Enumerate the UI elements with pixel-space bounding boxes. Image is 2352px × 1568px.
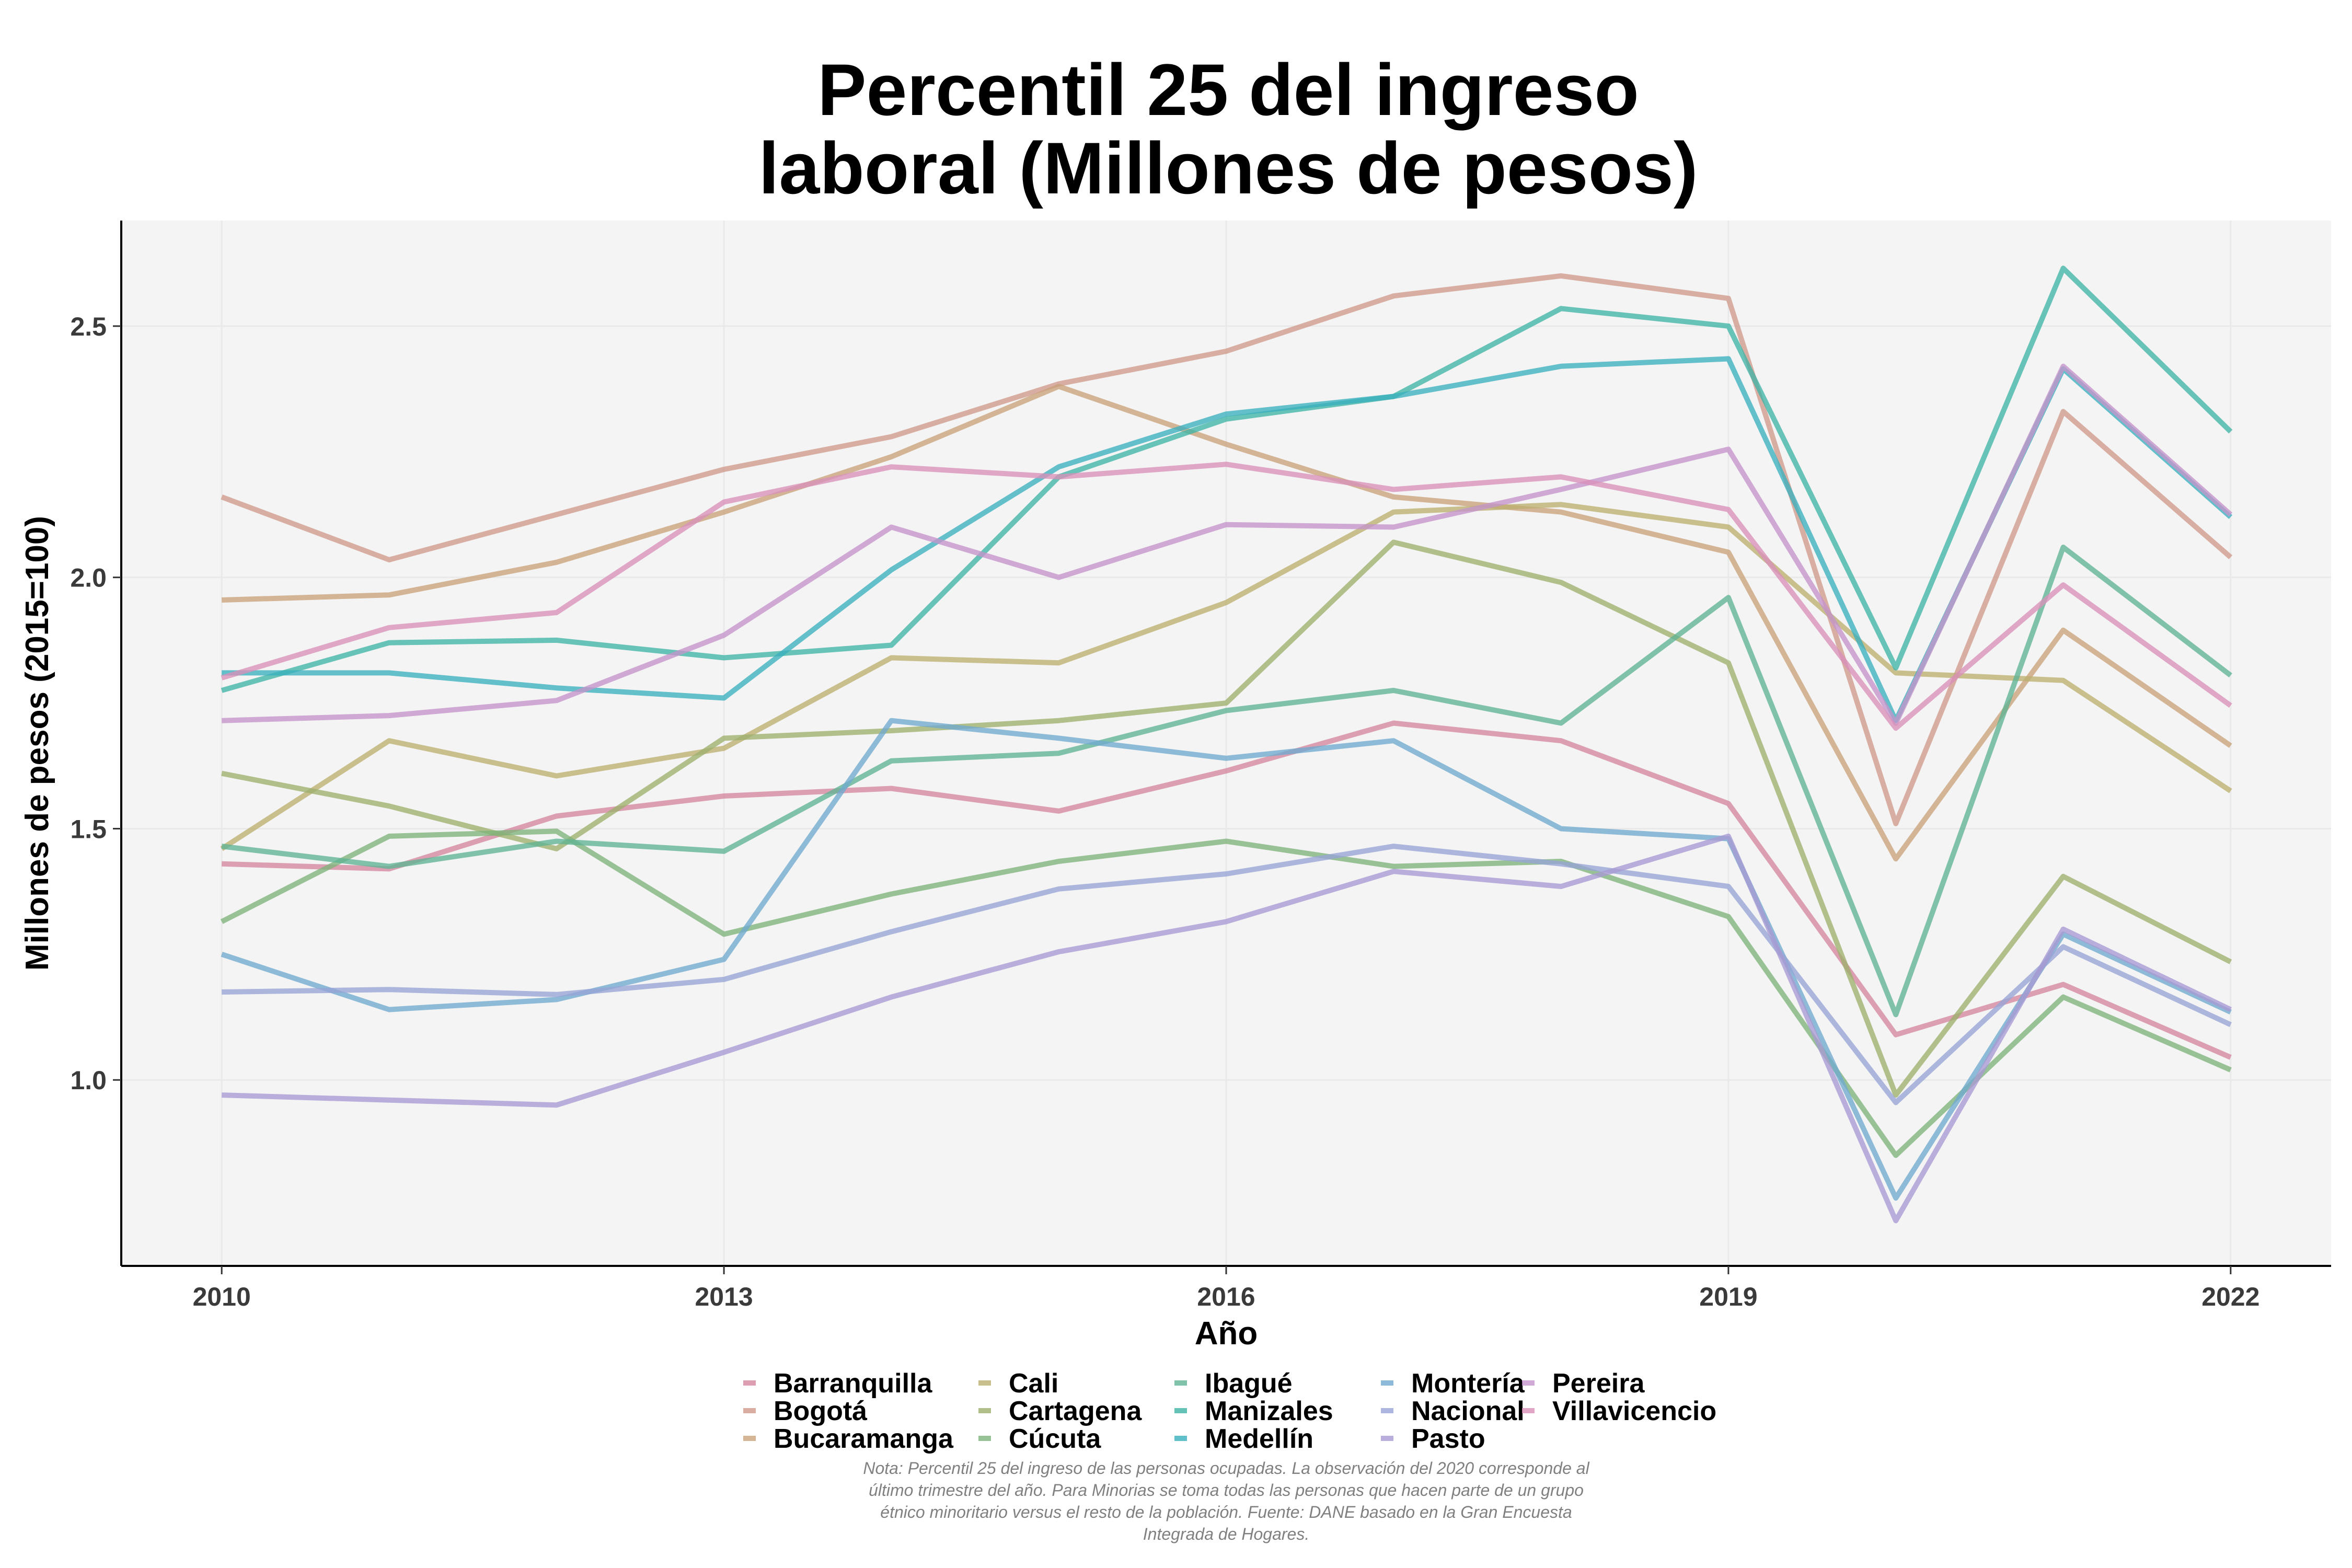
legend-label: Nacional <box>1411 1396 1525 1426</box>
legend-label: Cali <box>1009 1368 1058 1399</box>
legend-label: Bucaramanga <box>774 1424 954 1454</box>
chart-title-line-1: Percentil 25 del ingreso <box>817 49 1639 131</box>
y-tick-label: 1.5 <box>70 814 107 844</box>
y-axis-label: Millones de pesos (2015=100) <box>19 516 55 971</box>
legend-label: Pasto <box>1411 1424 1485 1454</box>
series-line-montería <box>221 718 2232 1201</box>
series-line-ibagué <box>221 545 2232 1018</box>
y-tick-label: 2.0 <box>70 563 107 593</box>
series-line-pereira <box>222 363 2233 726</box>
series-line-cartagena <box>221 539 2232 1098</box>
y-axis-ticks: 1.0 1.5 2.0 2.5 <box>70 312 121 1095</box>
series-line-bucaramanga <box>222 384 2232 862</box>
y-tick-label: 1.0 <box>70 1066 107 1095</box>
legend-label: Medellín <box>1205 1424 1313 1454</box>
series-lines <box>220 266 2233 1224</box>
note-line: Integrada de Hogares. <box>1143 1525 1309 1543</box>
legend-label: Ibagué <box>1205 1368 1293 1399</box>
series-line-pasto <box>222 833 2232 1224</box>
legend-label: Manizales <box>1205 1396 1333 1426</box>
x-tick-label: 2019 <box>1699 1282 1757 1311</box>
legend-label: Montería <box>1411 1368 1525 1399</box>
x-tick-label: 2016 <box>1197 1282 1255 1311</box>
x-axis-label: Año <box>1195 1316 1258 1352</box>
x-axis-ticks: 2010 2013 2016 2019 2022 <box>193 1266 2259 1311</box>
note-line: étnico minoritario versus el resto de la… <box>880 1503 1572 1521</box>
legend-label: Bogotá <box>774 1396 868 1426</box>
chart-title-line-2: laboral (Millones de pesos) <box>758 127 1698 209</box>
series-line-barranquilla <box>222 720 2232 1060</box>
note-line: Nota: Percentil 25 del ingreso de las pe… <box>863 1459 1589 1478</box>
series-line-manizales <box>221 266 2233 693</box>
series-line-bogotá <box>221 273 2233 826</box>
series-line-cali <box>220 502 2232 851</box>
series-line-villavicencio <box>221 462 2232 731</box>
legend-label: Pereira <box>1552 1368 1645 1399</box>
x-tick-label: 2022 <box>2201 1282 2259 1311</box>
legend-label: Villavicencio <box>1552 1396 1716 1426</box>
legend-label: Cúcuta <box>1009 1424 1101 1454</box>
legend-label: Cartagena <box>1009 1396 1142 1426</box>
y-tick-label: 2.5 <box>70 312 107 341</box>
legend-label: Barranquilla <box>774 1368 932 1399</box>
source-note: Nota: Percentil 25 del ingreso de las pe… <box>863 1459 1589 1543</box>
x-tick-label: 2013 <box>695 1282 753 1311</box>
series-line-cúcuta <box>220 828 2232 1158</box>
x-tick-label: 2010 <box>193 1282 251 1311</box>
series-line-nacional <box>222 844 2232 1105</box>
note-line: último trimestre del año. Para Minorias … <box>869 1481 1584 1500</box>
